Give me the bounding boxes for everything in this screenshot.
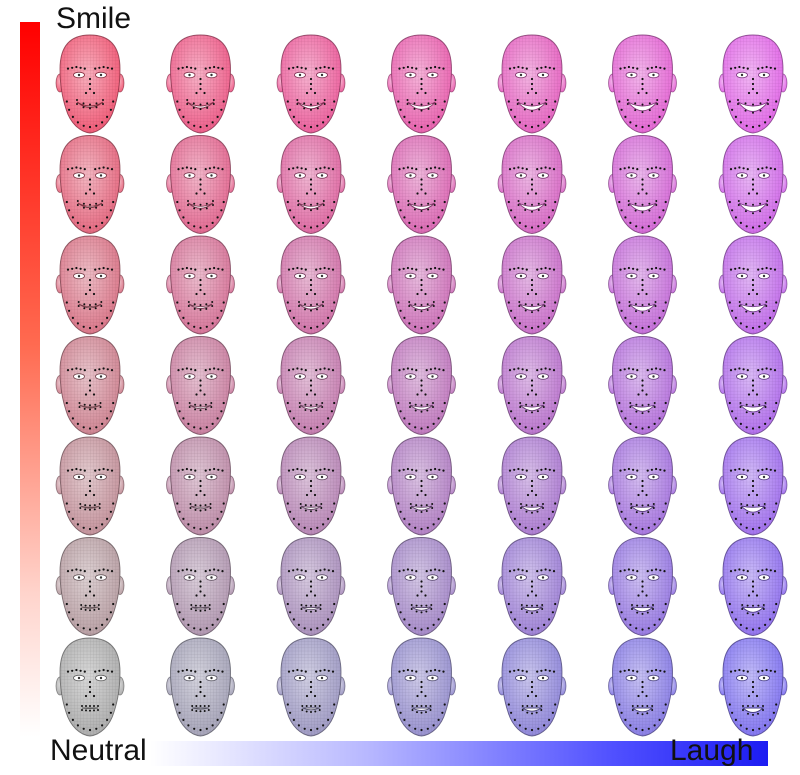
face-cell (497, 436, 567, 536)
neutral-axis-label: Neutral (50, 734, 147, 767)
face-cell (55, 34, 125, 134)
face-cell (166, 436, 235, 536)
face-cell (387, 537, 456, 636)
face-cell (608, 537, 677, 636)
face-cell (718, 436, 788, 536)
face-cell (718, 135, 788, 234)
face-cell (166, 34, 235, 134)
face-cell (608, 34, 677, 134)
face-cell (497, 336, 567, 435)
face-cell (166, 135, 235, 234)
face-cell (276, 637, 346, 737)
face-cell (55, 135, 125, 234)
face-cell (276, 336, 346, 435)
face-cell (55, 436, 125, 536)
laugh-axis-label: Laugh (670, 734, 754, 767)
face-cell (387, 637, 456, 737)
face-cell (55, 336, 125, 435)
face-cell (718, 235, 788, 335)
laugh-gradient-bar (150, 741, 768, 766)
face-cell (718, 34, 788, 134)
face-cell (608, 637, 677, 737)
face-cell (387, 135, 456, 234)
face-cell (497, 235, 567, 335)
face-cell (55, 537, 125, 636)
smile-gradient-bar (20, 22, 40, 737)
face-cell (497, 34, 567, 134)
face-cell (387, 34, 456, 134)
face-cell (166, 336, 235, 435)
face-cell (387, 436, 456, 536)
face-cell (608, 135, 677, 234)
face-cell (276, 537, 346, 636)
face-cell (166, 637, 235, 737)
face-cell (276, 34, 346, 134)
face-cell (718, 537, 788, 636)
face-cell (608, 336, 677, 435)
face-cell (276, 436, 346, 536)
smile-axis-label: Smile (56, 2, 132, 35)
face-cell (166, 235, 235, 335)
face-cell (166, 537, 235, 636)
face-cell (387, 336, 456, 435)
face-cell (497, 135, 567, 234)
face-cell (387, 235, 456, 335)
face-cell (276, 135, 346, 234)
face-cell (497, 537, 567, 636)
face-cell (276, 235, 346, 335)
face-cell (718, 336, 788, 435)
face-cell (55, 235, 125, 335)
face-cell (497, 637, 567, 737)
face-cell (608, 436, 677, 536)
face-cell (55, 637, 125, 737)
face-cell (718, 637, 788, 737)
face-cell (608, 235, 677, 335)
